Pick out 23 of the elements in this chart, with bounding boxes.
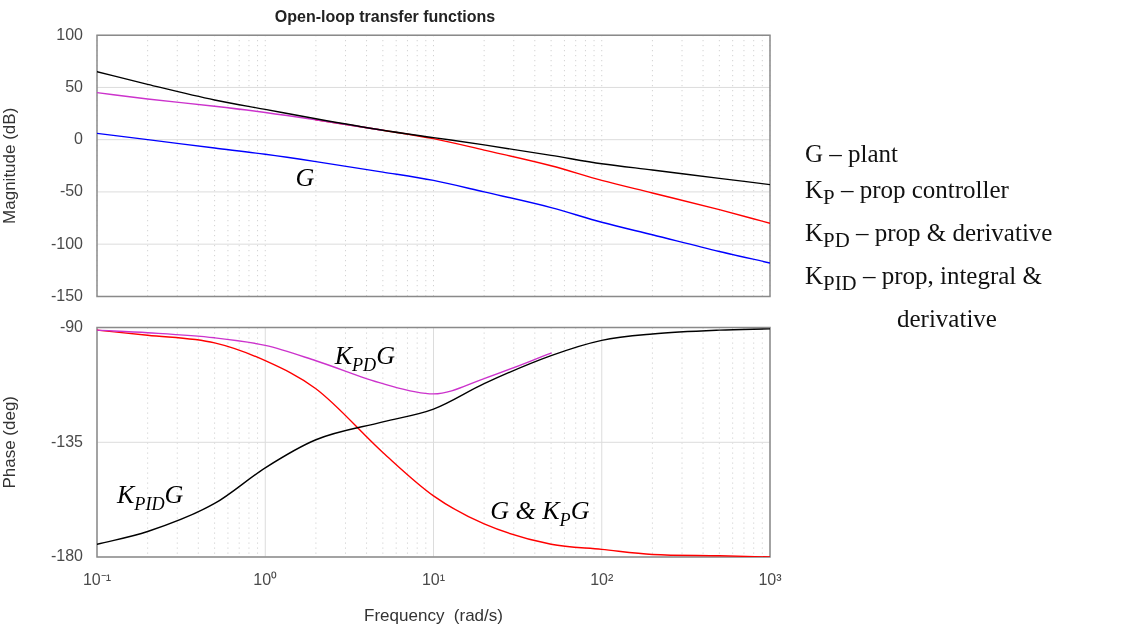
x-tick-label: 10³ — [758, 571, 783, 589]
x-tick-label: 10⁰ — [253, 571, 278, 589]
x-tick-label: 10² — [590, 571, 614, 589]
y-axis-title: Phase (deg) — [0, 395, 19, 489]
y-tick-label: -90 — [59, 318, 84, 336]
annotation: G — [295, 163, 315, 193]
y-tick-label: -100 — [50, 234, 84, 252]
x-tick-label: 10⁻¹ — [82, 571, 112, 589]
y-tick-label: -50 — [59, 182, 84, 200]
x-axis-title: Frequency (rad/s) — [364, 606, 503, 626]
text: K$_{P}$ – prop controller — [805, 175, 1010, 211]
text: K$_{PID}$ – prop, integral & derivative — [805, 261, 1043, 334]
chart-title: Open-loop transfer functions — [274, 8, 496, 26]
y-tick-label: -150 — [50, 286, 84, 304]
text: G – plant — [805, 139, 900, 169]
text: K$_{PD}$ – prop & derivative — [805, 218, 1054, 254]
y-tick-label: 0 — [74, 130, 84, 148]
y-tick-label: -135 — [50, 432, 84, 450]
y-axis-title: Magnitude (dB) — [0, 107, 19, 224]
y-tick-label: -180 — [50, 547, 84, 565]
x-tick-label: 10¹ — [421, 571, 446, 589]
y-tick-label: 100 — [56, 25, 84, 43]
y-tick-label: 50 — [65, 77, 84, 95]
